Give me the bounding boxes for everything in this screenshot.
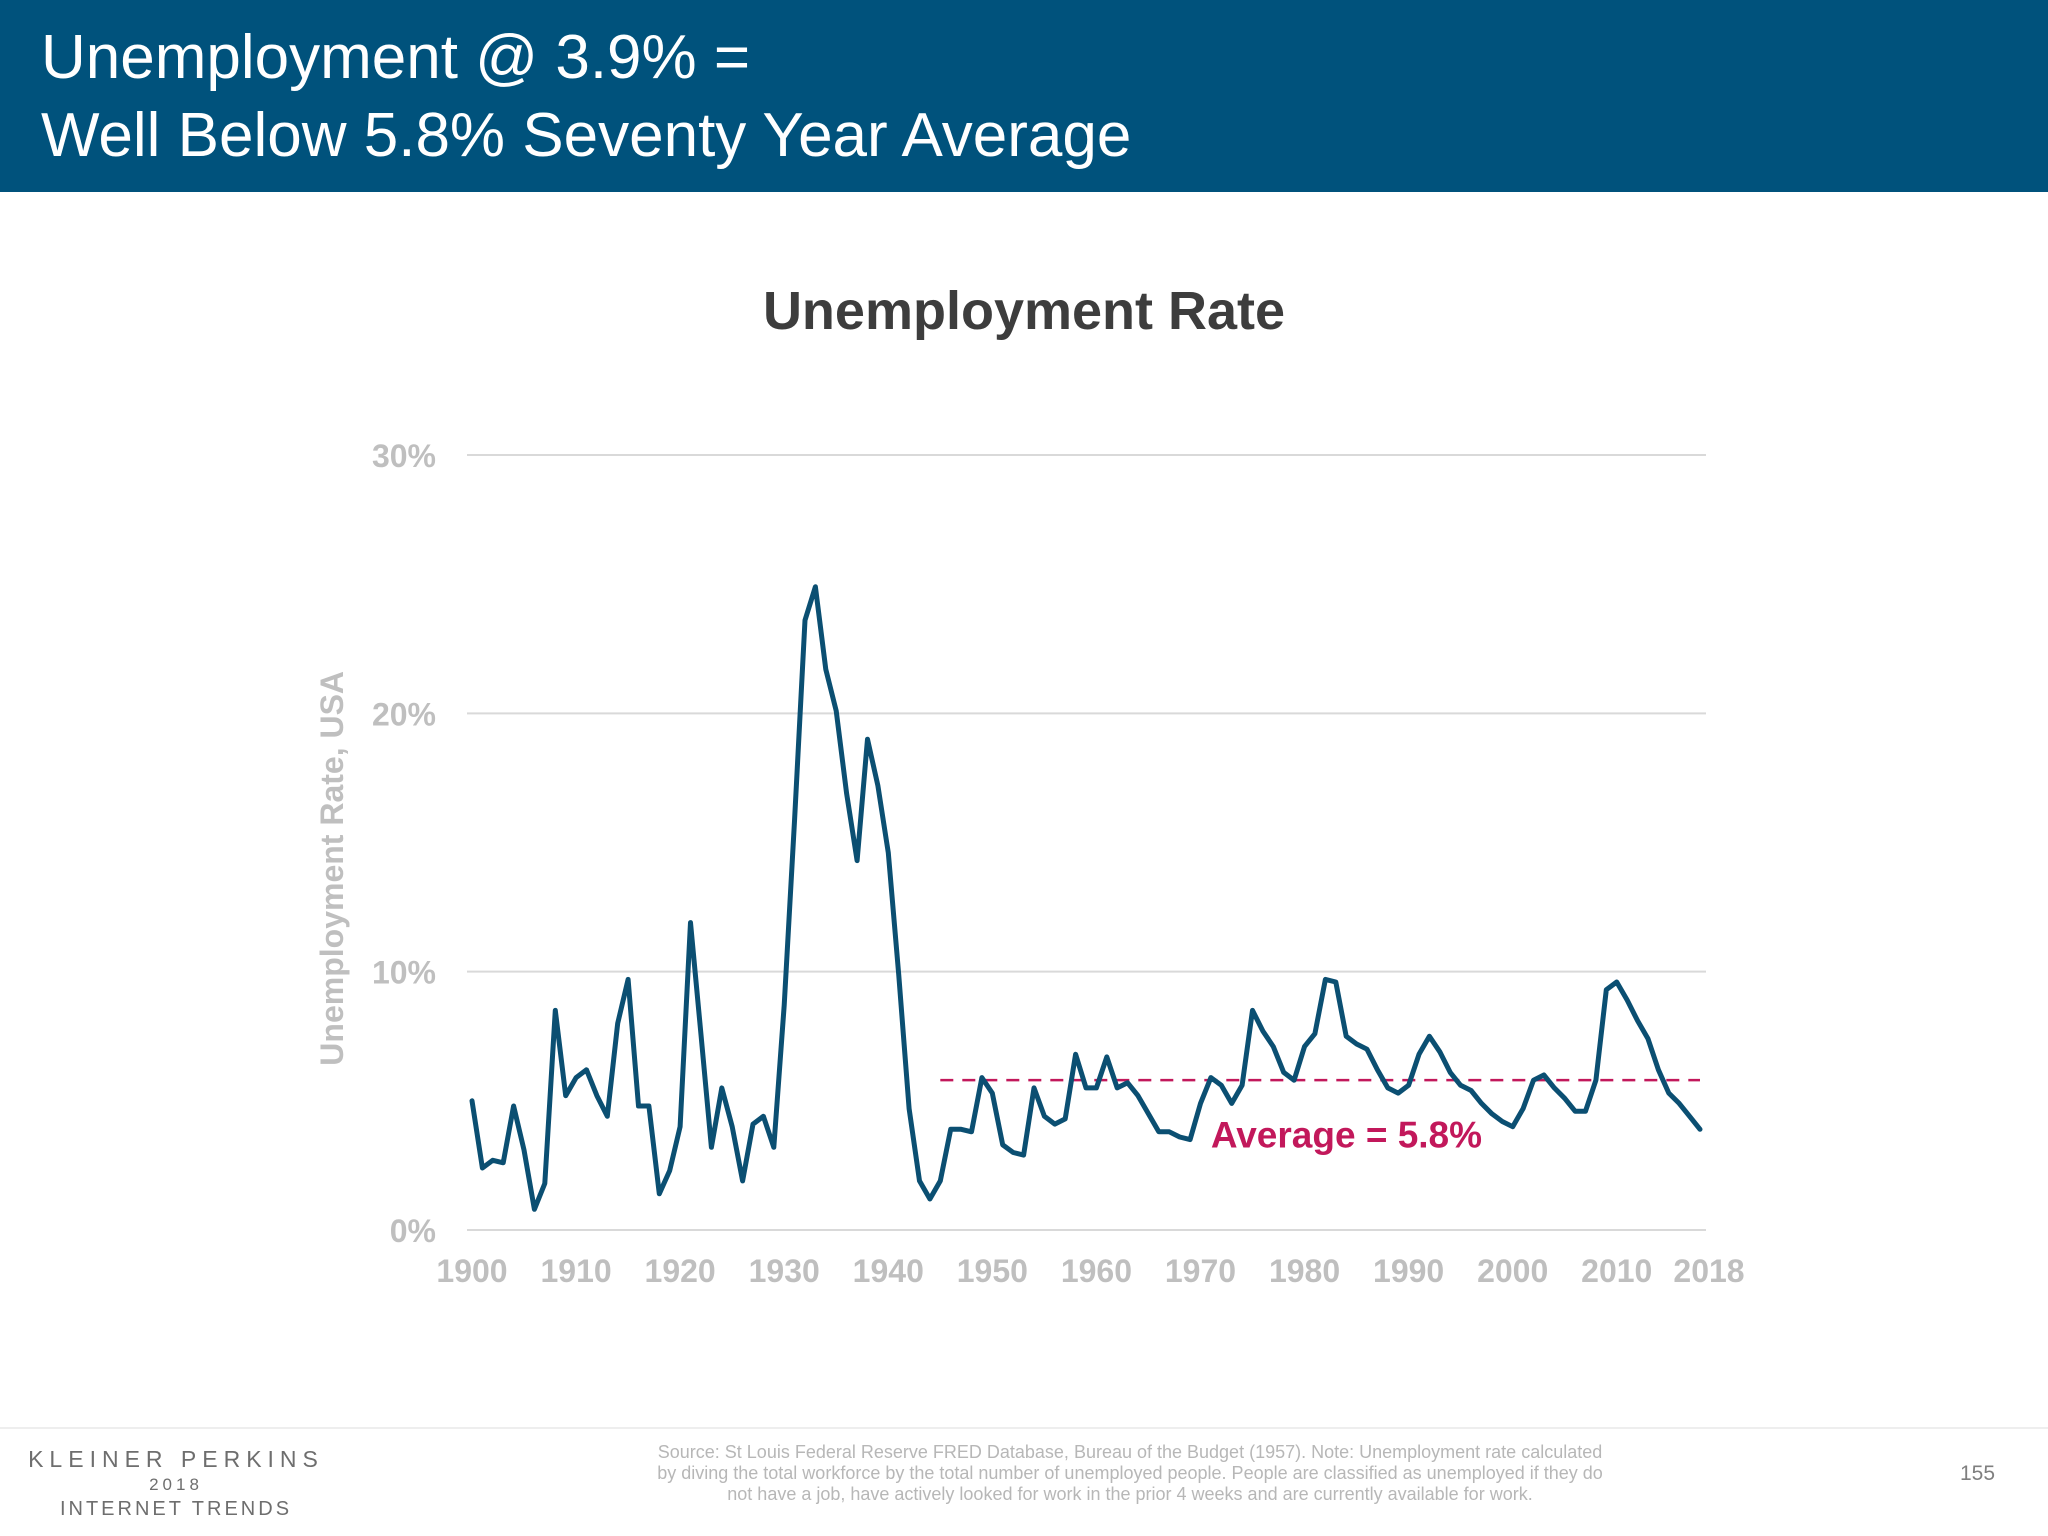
y-tick-label: 30% — [372, 438, 436, 474]
slide-title-line-2: Well Below 5.8% Seventy Year Average — [41, 101, 1132, 170]
source-line-3: not have a job, have actively looked for… — [727, 1484, 1533, 1504]
page-number: 155 — [1960, 1462, 1996, 1485]
x-tick-label: 2010 — [1581, 1253, 1652, 1289]
x-tick-label: 1950 — [957, 1253, 1028, 1289]
x-tick-label: 1960 — [1061, 1253, 1132, 1289]
x-tick-label: 2000 — [1477, 1253, 1548, 1289]
brand-name: KLEINER PERKINS — [28, 1446, 324, 1472]
average-label: Average = 5.8% — [1211, 1114, 1482, 1155]
x-axis-ticks: 1900 1910 1920 1930 1940 1950 1960 1970 1980 1990… — [436, 1253, 1744, 1289]
x-tick-label: 1970 — [1165, 1253, 1236, 1289]
x-tick-label: 1930 — [749, 1253, 820, 1289]
grid-lines — [467, 454, 1706, 1231]
x-tick-label: 1910 — [540, 1253, 611, 1289]
source-line-1: Source: St Louis Federal Reserve FRED Da… — [657, 1442, 1603, 1462]
brand-logo: KLEINER PERKINS 2018 INTERNET TRENDS — [26, 1444, 326, 1522]
x-tick-label: 1980 — [1269, 1253, 1340, 1289]
x-tick-label: 1990 — [1373, 1253, 1444, 1289]
x-tick-label: 1920 — [645, 1253, 716, 1289]
footer-divider — [0, 1427, 2048, 1429]
chart-title: Unemployment Rate — [762, 281, 1286, 341]
unemployment-line-chart: 0% 10% 20% 30% 1900 1910 1920 1930 1940 1950 1960… — [314, 438, 1745, 1289]
source-note: Source: St Louis Federal Reserve FRED Da… — [600, 1442, 1660, 1505]
brand-year: 2018 — [149, 1475, 203, 1494]
y-tick-label: 20% — [372, 696, 436, 732]
y-axis-label: Unemployment Rate, USA — [314, 671, 350, 1066]
x-tick-label: 1940 — [853, 1253, 924, 1289]
series-line-unemployment — [469, 584, 1703, 1212]
y-tick-label: 10% — [372, 955, 436, 991]
x-tick-label: 1900 — [436, 1253, 507, 1289]
y-axis-ticks: 0% 10% 20% 30% — [372, 438, 436, 1249]
source-line-2: by diving the total workforce by the tot… — [657, 1463, 1603, 1483]
x-tick-label: 2018 — [1673, 1253, 1744, 1289]
slide-header: Unemployment @ 3.9% = Well Below 5.8% Se… — [0, 0, 2048, 192]
slide-title-line-1: Unemployment @ 3.9% = — [41, 23, 751, 92]
brand-report: INTERNET TRENDS — [59, 1498, 293, 1520]
y-tick-label: 0% — [390, 1213, 436, 1249]
